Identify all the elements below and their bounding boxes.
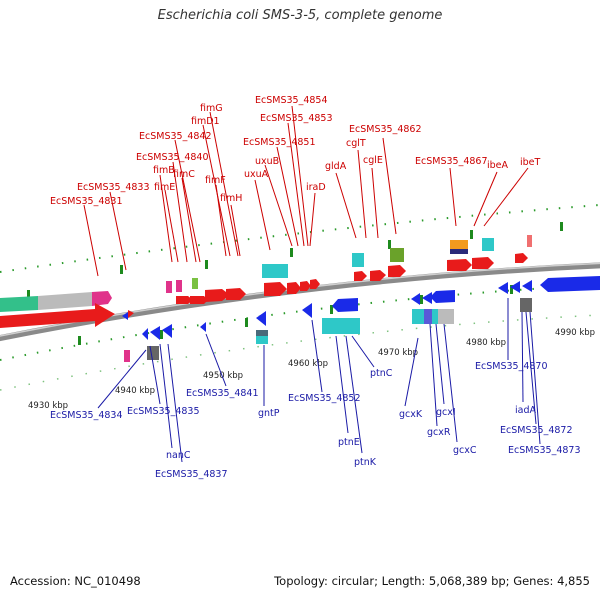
gene-label: gldA bbox=[325, 161, 347, 172]
gene-label: ptnC bbox=[370, 368, 393, 379]
gene-label: EcSMS35_4854 bbox=[255, 95, 328, 106]
gene-label: EcSMS35_4831 bbox=[50, 196, 123, 207]
gene-label: gcxK bbox=[399, 409, 423, 420]
gene-label: fimF bbox=[205, 175, 226, 186]
gene-label: EcSMS35_4867 bbox=[415, 156, 488, 167]
gene-label: EcSMS35_4833 bbox=[77, 182, 150, 193]
gene-label: iraD bbox=[306, 182, 326, 193]
forward-features bbox=[128, 235, 532, 318]
tick-label: 4940 kbp bbox=[115, 386, 155, 396]
gene-label: uxuB bbox=[255, 156, 279, 167]
gene-label: uxuA bbox=[244, 169, 269, 180]
gene-label: fimE bbox=[154, 182, 175, 193]
tick-label: 4950 kbp bbox=[203, 371, 243, 381]
gene-label: gcxI bbox=[436, 407, 456, 418]
tick-label: 4970 kbp bbox=[378, 348, 418, 358]
genome-summary-text: Topology: circular; Length: 5,068,389 bp… bbox=[274, 574, 590, 588]
reverse-leader-lines bbox=[97, 298, 541, 463]
gene-label: ptnE bbox=[338, 437, 360, 448]
gene-label: ptnK bbox=[354, 457, 377, 468]
tick-label: 4980 kbp bbox=[466, 338, 506, 348]
gene-label: EcSMS35_4835 bbox=[127, 406, 200, 417]
gene-label: nanC bbox=[166, 450, 191, 461]
gene-label: cglE bbox=[363, 155, 383, 166]
gene-label: EcSMS35_4837 bbox=[155, 469, 228, 480]
tick-labels: 4930 kbp 4940 kbp 4950 kbp 4960 kbp 4970… bbox=[28, 328, 595, 411]
gene-label: EcSMS35_4873 bbox=[508, 445, 581, 456]
left-features bbox=[0, 291, 115, 328]
forward-leader-lines bbox=[83, 105, 529, 277]
gene-label: fimC bbox=[173, 169, 195, 180]
accession-text: Accession: NC_010498 bbox=[10, 574, 141, 588]
gene-label: ibeA bbox=[487, 160, 509, 171]
major-ticks bbox=[27, 222, 563, 345]
gene-label: fimB bbox=[153, 165, 175, 176]
gene-label: EcSMS35_4852 bbox=[288, 393, 361, 404]
gene-label: EcSMS35_4862 bbox=[349, 124, 422, 135]
gene-label: ibeT bbox=[520, 157, 541, 168]
tick-label: 4960 kbp bbox=[288, 359, 328, 369]
gene-label: gcxR bbox=[427, 427, 451, 438]
gene-label: EcSMS35_4872 bbox=[500, 425, 573, 436]
gene-label: cglT bbox=[346, 138, 366, 149]
gene-label: fimH bbox=[220, 193, 242, 204]
gene-label: EcSMS35_4870 bbox=[475, 361, 548, 372]
gene-label: EcSMS35_4842 bbox=[139, 131, 212, 142]
tick-label: 4930 kbp bbox=[28, 401, 68, 411]
gene-label: EcSMS35_4853 bbox=[260, 113, 333, 124]
gene-label: iadA bbox=[515, 405, 536, 416]
gene-label: EcSMS35_4834 bbox=[50, 410, 123, 421]
gene-label: fimG bbox=[200, 103, 223, 114]
gene-label: fimD1 bbox=[191, 116, 220, 127]
gene-label: gcxC bbox=[453, 445, 477, 456]
tick-label: 4990 kbp bbox=[555, 328, 595, 338]
gene-label: EcSMS35_4851 bbox=[243, 137, 316, 148]
reverse-labels: EcSMS35_4834 EcSMS35_4835 nanC EcSMS35_4… bbox=[50, 361, 581, 480]
genome-title: Escherichia coli SMS-3-5, complete genom… bbox=[157, 8, 443, 23]
forward-labels: EcSMS35_4831 EcSMS35_4833 fimE fimB EcSM… bbox=[50, 95, 541, 207]
gene-label: gntP bbox=[258, 408, 280, 419]
reverse-features bbox=[122, 276, 600, 362]
gene-label: EcSMS35_4840 bbox=[136, 152, 209, 163]
gene-label: EcSMS35_4841 bbox=[186, 388, 259, 399]
